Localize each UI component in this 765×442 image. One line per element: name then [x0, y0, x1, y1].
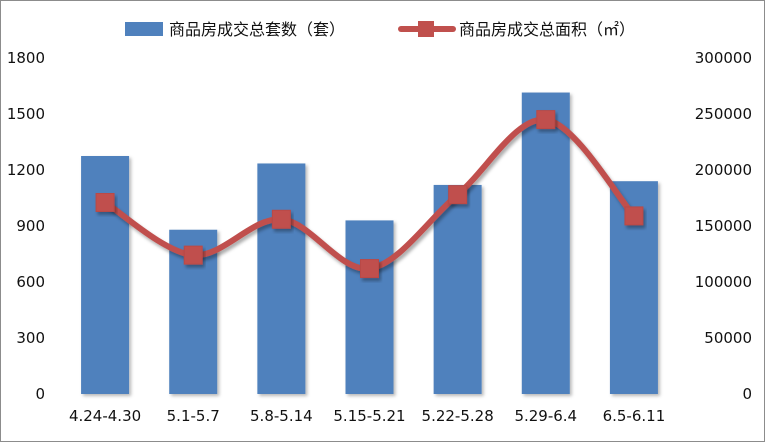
y-left-tick-label: 600: [16, 273, 45, 291]
x-category-label: 5.8-5.14: [250, 407, 313, 425]
line-marker: [624, 206, 644, 226]
line-marker: [448, 185, 468, 205]
y-left-tick-label: 1500: [7, 105, 45, 123]
line-marker: [183, 245, 203, 265]
bar-series: [81, 92, 658, 395]
legend: 商品房成交总套数（套） 商品房成交总面积（㎡）: [125, 20, 635, 39]
y-left-tick-label: 300: [16, 329, 45, 347]
legend-line-marker: [418, 21, 434, 37]
bar: [257, 163, 306, 394]
bar: [521, 92, 570, 395]
y-right-tick-label: 0: [742, 385, 752, 403]
bar: [81, 156, 130, 394]
line-marker: [360, 259, 379, 279]
y-left-tick-label: 900: [16, 217, 45, 235]
y-left-tick-label: 1800: [7, 49, 45, 67]
legend-bar-swatch: [125, 22, 163, 36]
bar: [345, 220, 394, 394]
x-category-label: 4.24-4.30: [69, 407, 141, 425]
y-right-tick-label: 250000: [695, 105, 752, 123]
x-category-label: 5.22-5.28: [422, 407, 494, 425]
x-category-label: 6.5-6.11: [603, 407, 666, 425]
y-left-tick-label: 0: [35, 385, 45, 403]
y-right-tick-label: 50000: [704, 329, 752, 347]
y-left-tick-label: 1200: [7, 161, 45, 179]
legend-bar-label: 商品房成交总套数（套）: [169, 20, 345, 39]
x-category-label: 5.1-5.7: [167, 407, 220, 425]
y-right-tick-label: 150000: [695, 217, 752, 235]
line-series: [95, 110, 644, 279]
legend-line-label: 商品房成交总面积（㎡）: [459, 20, 635, 39]
line-marker: [536, 110, 556, 130]
line-marker: [271, 209, 291, 229]
bar: [433, 184, 482, 394]
y-right-tick-label: 200000: [695, 161, 752, 179]
axes: 0 300 600 900 1200 1500 1800 0 50000 100000 150000…: [7, 49, 752, 425]
y-right-tick-label: 300000: [695, 49, 752, 67]
x-category-label: 5.29-6.4: [514, 407, 577, 425]
line-marker: [95, 192, 115, 212]
y-right-tick-label: 100000: [695, 273, 752, 291]
x-category-label: 5.15-5.21: [333, 407, 405, 425]
